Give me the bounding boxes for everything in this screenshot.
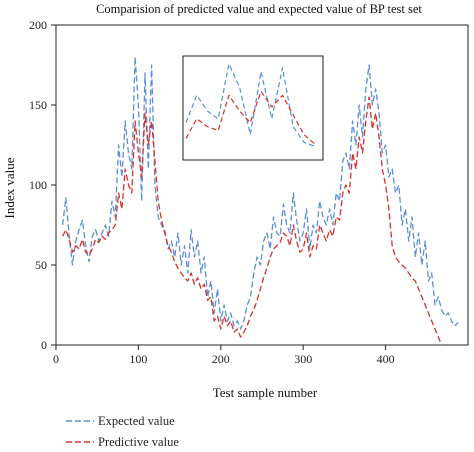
x-tick-label: 0: [53, 352, 59, 366]
legend-item-expected: Expected value: [66, 414, 175, 428]
legend-label-expected: Expected value: [98, 414, 175, 428]
y-tick-label: 50: [35, 258, 47, 272]
zoom-inset: [182, 55, 324, 161]
x-tick-label: 300: [294, 352, 312, 366]
y-tick-label: 0: [41, 338, 47, 352]
chart-title: Comparision of predicted value and expec…: [96, 2, 422, 16]
series-layer: [61, 56, 459, 345]
legend: Expected value Predictive value: [66, 414, 179, 449]
y-axis: 0 50 100 150 200: [29, 18, 56, 352]
inset-series-layer: [185, 63, 315, 147]
y-tick-label: 200: [29, 18, 47, 32]
inset-series-line-expected: [185, 63, 315, 147]
x-tick-label: 200: [212, 352, 230, 366]
x-tick-label: 100: [129, 352, 147, 366]
inset-frame: [182, 55, 324, 161]
series-line-predictive: [62, 96, 443, 345]
x-axis-label: Test sample number: [213, 385, 318, 400]
series-line-expected: [61, 56, 459, 330]
legend-item-predictive: Predictive value: [66, 435, 179, 449]
x-axis: 0 100 200 300 400: [53, 345, 395, 366]
y-axis-label: Index value: [2, 157, 17, 218]
legend-label-predictive: Predictive value: [98, 435, 179, 449]
x-tick-label: 400: [377, 352, 395, 366]
y-tick-label: 150: [29, 98, 47, 112]
inset-series-line-predictive: [185, 90, 315, 145]
y-tick-label: 100: [29, 178, 47, 192]
